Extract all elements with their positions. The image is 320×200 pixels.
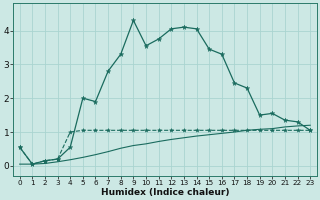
X-axis label: Humidex (Indice chaleur): Humidex (Indice chaleur) [101, 188, 229, 197]
